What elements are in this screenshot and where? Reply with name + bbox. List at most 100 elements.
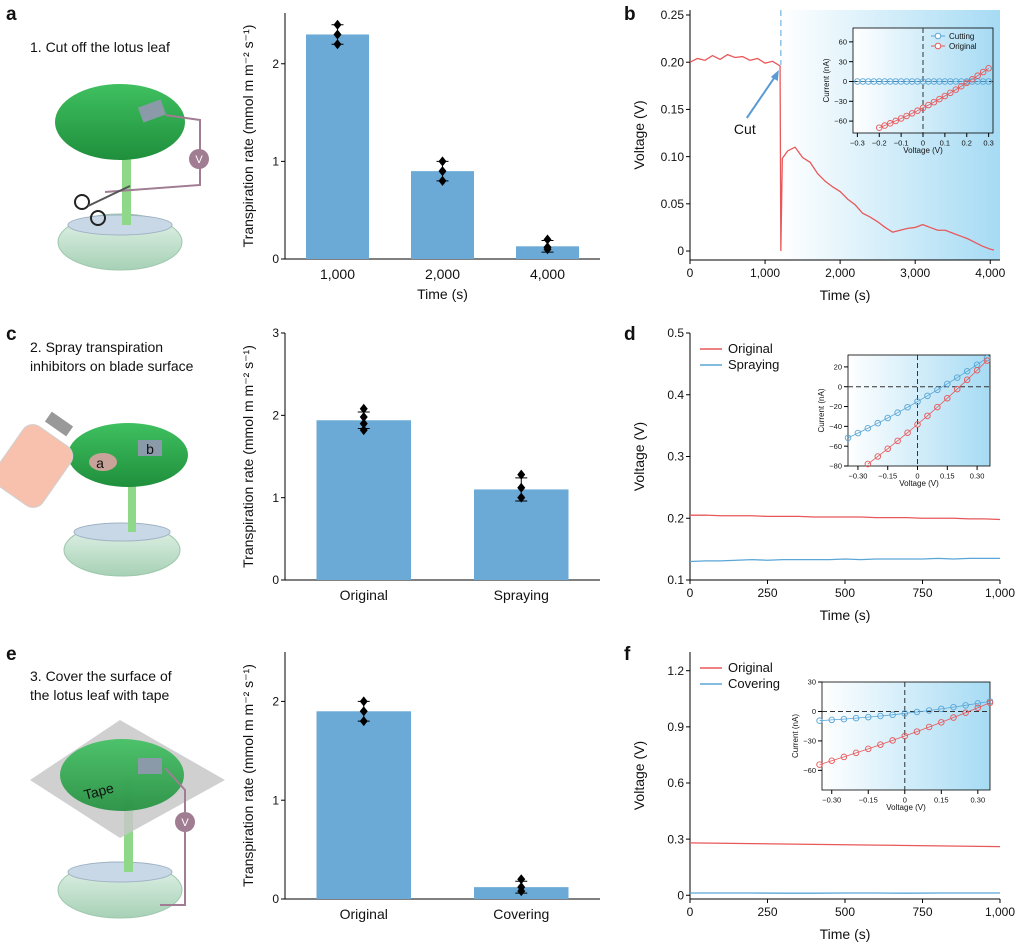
legend-swatch xyxy=(934,32,942,40)
leaf xyxy=(60,739,184,811)
x-tick-label: −0.15 xyxy=(878,472,897,481)
y-tick-label: −20 xyxy=(829,402,842,411)
electrode xyxy=(137,99,167,123)
x-tick-label: 0.1 xyxy=(940,139,950,148)
data-point xyxy=(934,403,941,411)
data-point xyxy=(876,124,883,131)
x-tick-label: 250 xyxy=(757,905,777,919)
data-point xyxy=(884,414,891,422)
data-point xyxy=(908,110,916,117)
series-line xyxy=(867,360,988,465)
y-tick-label: −30 xyxy=(803,737,816,746)
data-point xyxy=(438,166,447,177)
data-point xyxy=(974,700,982,707)
x-tick-label: 0 xyxy=(921,139,925,148)
chart-scatter: −60 −30 0 30 60 −0.3 −0.2 −0.1 0 0.1 0.2 0.3 Voltage… xyxy=(822,27,994,155)
y-tick-label: 30 xyxy=(839,57,847,66)
x-tick-label: −0.3 xyxy=(850,139,865,148)
water xyxy=(73,522,171,542)
x-tick-label: 4,000 xyxy=(975,266,1005,280)
caption: 3. Cover the surface of xyxy=(30,668,172,684)
y-tick-label: −60 xyxy=(803,766,816,775)
y-axis-title: Current (nA) xyxy=(822,58,831,102)
data-point xyxy=(947,89,954,97)
panel-label: e xyxy=(6,644,17,665)
spot-label: a xyxy=(96,455,104,471)
y-tick-label: 0 xyxy=(272,252,279,266)
data-point xyxy=(925,101,932,109)
y-tick-label: 0.20 xyxy=(661,55,685,69)
data-point xyxy=(359,411,368,422)
series-line xyxy=(819,702,991,765)
data-point xyxy=(914,107,921,114)
data-point xyxy=(901,732,909,740)
data-point xyxy=(953,374,961,381)
x-tick-label: 0.2 xyxy=(962,139,972,148)
meter-label: V xyxy=(195,154,203,166)
y-tick-label: 60 xyxy=(839,37,847,46)
x-tick-label: Original xyxy=(340,906,388,922)
data-point xyxy=(892,117,899,125)
data-point xyxy=(854,429,862,437)
data-point xyxy=(865,745,872,753)
inset-background xyxy=(821,681,991,791)
y-tick-label: −60 xyxy=(829,442,842,451)
x-tick-label: 500 xyxy=(835,905,855,919)
stem xyxy=(122,130,131,225)
data-point xyxy=(852,714,860,722)
data-point xyxy=(517,492,526,503)
inset-background xyxy=(847,354,991,467)
data-point xyxy=(517,874,526,885)
y-tick-label: −80 xyxy=(829,462,842,471)
y-tick-label: 2 xyxy=(272,57,279,71)
spot xyxy=(89,453,117,471)
y-axis-title: Transpiration rate (mmol m m⁻² s⁻¹) xyxy=(240,345,256,568)
y-tick-label: 1 xyxy=(272,793,279,807)
data-point xyxy=(983,357,991,364)
chart-bar: 0 1 2 Transpiration rate (mmol m m⁻² s⁻¹) Or… xyxy=(240,652,600,922)
x-tick-label: 0.15 xyxy=(940,472,955,481)
data-point xyxy=(950,714,957,721)
data-point xyxy=(359,425,368,436)
data-point xyxy=(973,367,981,374)
data-point xyxy=(924,392,931,400)
data-point xyxy=(828,757,835,764)
y-tick-label: 0 xyxy=(843,77,847,86)
series-line xyxy=(689,557,1000,563)
data-point xyxy=(359,716,368,727)
caption: inhibitors on blade surface xyxy=(30,358,194,374)
data-point xyxy=(901,710,909,717)
data-point xyxy=(333,39,342,50)
data-point xyxy=(816,717,823,724)
panel-label: f xyxy=(624,644,631,665)
wire xyxy=(164,767,186,812)
y-tick-label: 1 xyxy=(272,155,279,169)
x-tick-label: −0.15 xyxy=(859,796,878,805)
wire xyxy=(164,114,201,150)
spray-nozzle xyxy=(44,411,74,437)
illustration-e: 3. Cover the surface of the lotus leaf w… xyxy=(30,668,225,919)
voltmeter xyxy=(175,812,195,832)
panel-label: b xyxy=(624,4,636,25)
data-point xyxy=(864,460,872,468)
x-tick-label: 0.30 xyxy=(971,796,986,805)
chart-line: 0 0.3 0.6 0.9 1.2 0 250 500 750 1,000 Time (s) Volt… xyxy=(631,652,1015,942)
legend-label: Cutting xyxy=(949,32,974,41)
y-axis-title: Transpiration rate (mmol m m⁻² s⁻¹) xyxy=(240,25,256,248)
y-tick-label: −40 xyxy=(829,422,842,431)
y-tick-label: −60 xyxy=(834,117,847,126)
data-point xyxy=(852,749,860,757)
bar xyxy=(306,34,369,259)
legend-swatch xyxy=(934,42,942,50)
x-tick-label: 4,000 xyxy=(530,266,565,282)
data-point xyxy=(936,95,943,103)
legend-label: Original xyxy=(949,42,977,51)
data-point xyxy=(877,712,884,720)
data-point xyxy=(438,156,447,167)
x-tick-label: −0.30 xyxy=(848,472,867,481)
illustration-a: 1. Cut off the lotus leaf V xyxy=(30,39,209,271)
scissors xyxy=(90,210,106,226)
data-point xyxy=(953,385,961,393)
caption: 1. Cut off the lotus leaf xyxy=(30,39,170,55)
